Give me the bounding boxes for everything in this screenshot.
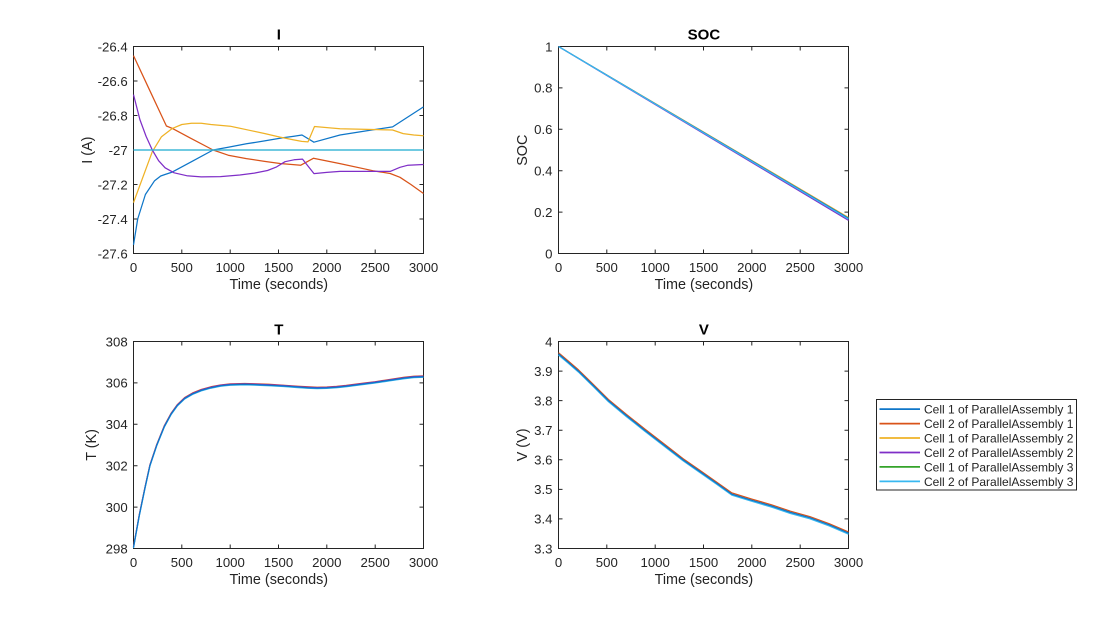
svg-text:I: I [277, 27, 281, 44]
svg-text:Cell 2 of ParallelAssembly 3: Cell 2 of ParallelAssembly 3 [924, 475, 1074, 489]
svg-text:4: 4 [545, 334, 552, 349]
svg-text:0.6: 0.6 [534, 122, 552, 137]
svg-text:2500: 2500 [786, 555, 815, 570]
svg-text:3000: 3000 [409, 260, 438, 275]
svg-text:Cell 1 of ParallelAssembly 1: Cell 1 of ParallelAssembly 1 [924, 403, 1074, 417]
svg-text:SOC: SOC [688, 27, 721, 44]
svg-text:-26.6: -26.6 [98, 74, 128, 89]
svg-text:-27.6: -27.6 [98, 246, 128, 261]
svg-text:Cell 1 of ParallelAssembly 3: Cell 1 of ParallelAssembly 3 [924, 460, 1074, 474]
svg-text:3.7: 3.7 [534, 423, 552, 438]
svg-text:SOC: SOC [515, 135, 531, 166]
svg-text:2000: 2000 [312, 555, 341, 570]
svg-text:0.4: 0.4 [534, 164, 552, 179]
svg-text:2000: 2000 [312, 260, 341, 275]
svg-text:3000: 3000 [834, 260, 863, 275]
svg-text:0: 0 [130, 555, 137, 570]
svg-text:-27.2: -27.2 [98, 177, 128, 192]
svg-text:2000: 2000 [737, 555, 766, 570]
svg-text:306: 306 [106, 376, 128, 391]
svg-text:0: 0 [545, 246, 552, 261]
svg-text:0: 0 [555, 260, 562, 275]
svg-text:Time (seconds): Time (seconds) [655, 572, 754, 588]
svg-text:1500: 1500 [689, 555, 718, 570]
svg-text:302: 302 [106, 459, 128, 474]
svg-text:T: T [274, 321, 283, 338]
svg-text:500: 500 [171, 555, 193, 570]
svg-text:1500: 1500 [264, 555, 293, 570]
svg-text:3.6: 3.6 [534, 453, 552, 468]
svg-text:Cell 2 of ParallelAssembly 1: Cell 2 of ParallelAssembly 1 [924, 417, 1074, 431]
svg-text:298: 298 [106, 541, 128, 556]
svg-text:V (V): V (V) [515, 429, 531, 462]
svg-text:-26.4: -26.4 [98, 39, 128, 54]
svg-text:-27: -27 [109, 143, 128, 158]
svg-text:3.5: 3.5 [534, 482, 552, 497]
svg-text:I (A): I (A) [80, 137, 96, 164]
svg-text:2500: 2500 [361, 555, 390, 570]
svg-text:304: 304 [106, 417, 128, 432]
svg-text:3.8: 3.8 [534, 393, 552, 408]
svg-text:3000: 3000 [834, 555, 863, 570]
svg-text:0.2: 0.2 [534, 205, 552, 220]
svg-text:1500: 1500 [264, 260, 293, 275]
svg-text:0: 0 [555, 555, 562, 570]
svg-text:V: V [699, 321, 709, 338]
svg-text:3000: 3000 [409, 555, 438, 570]
svg-text:1: 1 [545, 39, 552, 54]
svg-text:500: 500 [171, 260, 193, 275]
svg-text:1000: 1000 [216, 260, 245, 275]
svg-text:500: 500 [596, 555, 618, 570]
svg-text:Time (seconds): Time (seconds) [655, 277, 754, 293]
svg-text:Cell 2 of ParallelAssembly 2: Cell 2 of ParallelAssembly 2 [924, 446, 1074, 460]
svg-text:-27.4: -27.4 [98, 212, 128, 227]
svg-text:1000: 1000 [641, 555, 670, 570]
svg-text:3.4: 3.4 [534, 512, 552, 527]
svg-text:1000: 1000 [216, 555, 245, 570]
svg-text:500: 500 [596, 260, 618, 275]
svg-text:0.8: 0.8 [534, 81, 552, 96]
svg-text:Cell 1 of ParallelAssembly 2: Cell 1 of ParallelAssembly 2 [924, 431, 1074, 445]
svg-text:300: 300 [106, 500, 128, 515]
svg-text:0: 0 [130, 260, 137, 275]
svg-text:3.9: 3.9 [534, 364, 552, 379]
svg-text:T (K): T (K) [84, 429, 100, 461]
svg-text:-26.8: -26.8 [98, 108, 128, 123]
svg-text:Time (seconds): Time (seconds) [229, 277, 328, 293]
svg-text:3.3: 3.3 [534, 541, 552, 556]
svg-text:Time (seconds): Time (seconds) [229, 572, 328, 588]
svg-text:308: 308 [106, 334, 128, 349]
svg-text:1500: 1500 [689, 260, 718, 275]
svg-text:2500: 2500 [786, 260, 815, 275]
svg-text:2000: 2000 [737, 260, 766, 275]
svg-text:2500: 2500 [361, 260, 390, 275]
svg-text:1000: 1000 [641, 260, 670, 275]
